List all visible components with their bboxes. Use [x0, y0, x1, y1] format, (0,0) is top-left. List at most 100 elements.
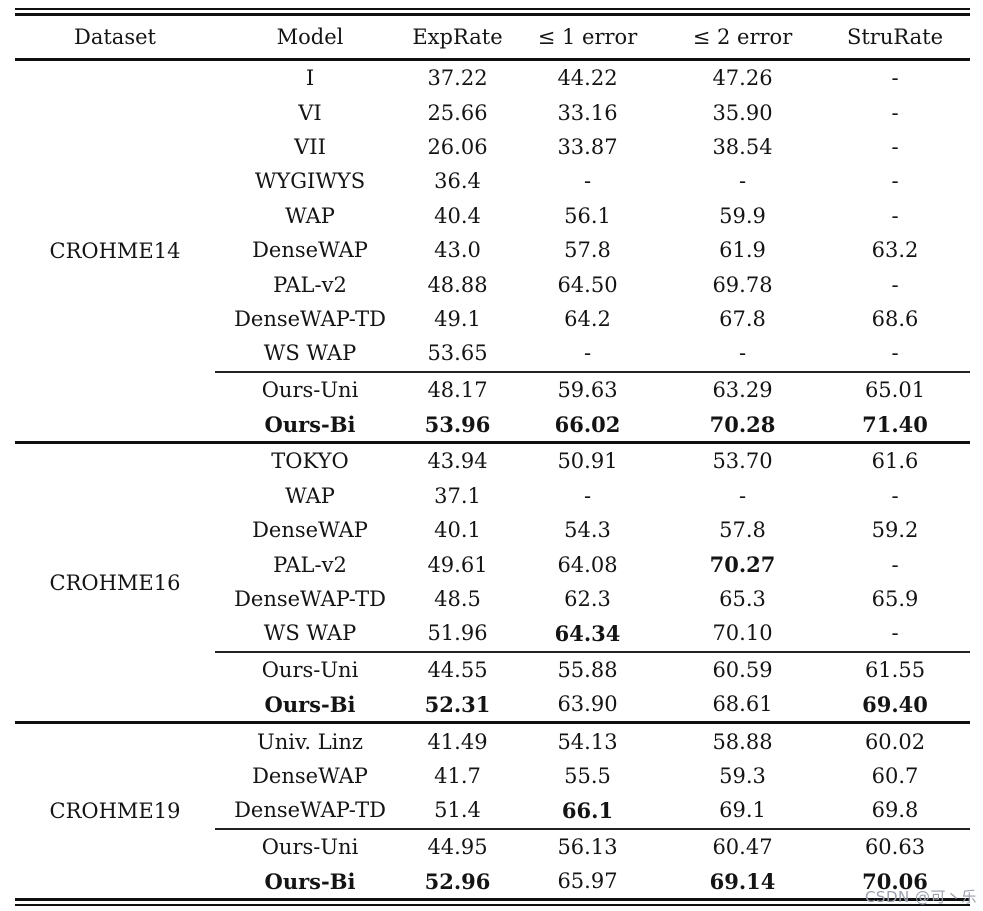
- metric-cell: 55.88: [510, 650, 665, 688]
- table-row: CROHME16 TOKYO 43.94 50.91 53.70 61.6: [15, 441, 970, 723]
- model-cell: DenseWAP: [252, 518, 368, 543]
- column-header: ExpRate: [405, 16, 510, 61]
- metric-cell: 63.90: [557, 692, 618, 717]
- column-header: Dataset: [15, 16, 215, 61]
- metric-cell: 70.27: [709, 552, 776, 578]
- metric-cell: 66.1: [561, 797, 614, 823]
- metric-cell: 49.61: [427, 552, 488, 577]
- metric-cell: 60.59: [665, 650, 820, 688]
- metric-cell: 69.1: [719, 798, 766, 823]
- metric-cell: 59.9: [719, 203, 766, 228]
- metric-cell: 63.2: [871, 238, 919, 263]
- model-cell: TOKYO: [215, 441, 405, 479]
- table-row: Ours-Bi 52.31 63.90 68.61 69.40: [15, 687, 970, 723]
- model-cell: WAP: [285, 203, 335, 228]
- metric-cell: 59.3: [719, 764, 766, 788]
- model-cell: DenseWAP: [252, 238, 368, 263]
- table-row: DenseWAP-TD 51.4 66.1 69.1 69.8: [15, 793, 970, 828]
- model-cell: PAL-v2: [273, 272, 347, 297]
- metric-cell: 52.96: [424, 868, 491, 894]
- metric-cell: 69.8: [871, 798, 919, 823]
- metric-cell: 52.31: [424, 691, 491, 717]
- model-cell: DenseWAP-TD: [234, 306, 386, 331]
- table-row: WYGIWYS 36.4 - - -: [15, 164, 970, 198]
- metric-cell: 64.50: [557, 272, 618, 297]
- table-row: WAP 37.1 - - -: [15, 479, 970, 513]
- model-cell: Ours-Bi: [264, 868, 356, 894]
- metric-cell: 63.29: [665, 370, 820, 407]
- metric-cell: 60.47: [665, 827, 820, 864]
- table-row: Ours-Uni 48.17 59.63 63.29 65.01: [15, 370, 970, 407]
- metric-cell: 64.34: [554, 620, 621, 646]
- metric-cell: 67.8: [719, 306, 766, 331]
- metric-cell: 50.91: [510, 441, 665, 479]
- results-table-wrap: Dataset Model ExpRate ≤ 1 error ≤ 2 error Str…: [15, 8, 970, 907]
- model-cell: DenseWAP-TD: [234, 587, 386, 612]
- metric-cell: 62.3: [564, 587, 611, 612]
- metric-cell: -: [583, 483, 592, 508]
- table-row: Ours-Uni 44.95 56.13 60.47 60.63: [15, 827, 970, 864]
- table-row: DenseWAP 41.7 55.5 59.3 60.7: [15, 759, 970, 793]
- metric-cell: 41.7: [434, 764, 481, 788]
- metric-cell: -: [891, 483, 899, 508]
- metric-cell: 38.54: [712, 134, 773, 159]
- model-cell: Ours-Bi: [264, 411, 356, 437]
- table-row: Ours-Bi 52.96 65.97 69.14 70.06: [15, 864, 970, 898]
- table-row: WS WAP 53.65 - - -: [15, 336, 970, 371]
- metric-cell: 58.88: [665, 721, 820, 759]
- header-row: Dataset Model ExpRate ≤ 1 error ≤ 2 error Str…: [15, 16, 970, 61]
- table-row: VI 25.66 33.16 35.90 -: [15, 95, 970, 129]
- metric-cell: -: [891, 552, 899, 577]
- table-row: CROHME19 Univ. Linz 41.49 54.13 58.88 60.02: [15, 721, 970, 899]
- model-cell: VII: [294, 134, 326, 159]
- metric-cell: -: [891, 66, 899, 91]
- model-cell: WS WAP: [263, 621, 357, 646]
- metric-cell: 65.3: [719, 587, 766, 612]
- metric-cell: 65.97: [557, 869, 618, 894]
- metric-cell: 56.1: [564, 203, 611, 228]
- model-cell: Ours-Bi: [264, 691, 356, 717]
- metric-cell: 37.1: [434, 483, 481, 508]
- metric-cell: 44.55: [405, 650, 510, 688]
- metric-cell: 57.8: [564, 238, 611, 263]
- table-row: PAL-v2 49.61 64.08 70.27 -: [15, 547, 970, 581]
- metric-cell: 51.96: [427, 621, 488, 646]
- metric-cell: 70.10: [712, 621, 773, 646]
- model-cell: Ours-Uni: [215, 370, 405, 407]
- metric-cell: -: [738, 483, 747, 508]
- table-row: DenseWAP 43.0 57.8 61.9 63.2: [15, 233, 970, 267]
- metric-cell: 70.28: [709, 411, 776, 437]
- metric-cell: 69.14: [709, 868, 776, 894]
- table-row: WAP 40.4 56.1 59.9 -: [15, 199, 970, 233]
- table-row: CROHME14 I 37.22 44.22 47.26 -: [15, 60, 970, 263]
- table-row: Ours-Uni 44.55 55.88 60.59 61.55: [15, 650, 970, 688]
- dataset-cell: CROHME16: [15, 441, 215, 723]
- metric-cell: 69.78: [712, 272, 773, 297]
- metric-cell: 66.02: [554, 411, 621, 437]
- dataset-group: CROHME19 Univ. Linz 41.49 54.13 58.88 60.02 De…: [15, 721, 970, 899]
- metric-cell: 64.2: [564, 306, 611, 331]
- metric-cell: 61.55: [820, 650, 970, 688]
- metric-cell: -: [891, 272, 899, 297]
- table-bottom-rule: [15, 898, 970, 907]
- metric-cell: 47.26: [712, 66, 773, 91]
- table-row: Ours-Bi 53.96 66.02 70.28 71.40: [15, 407, 970, 443]
- metric-cell: 33.87: [557, 134, 618, 159]
- metric-cell: 48.17: [405, 370, 510, 407]
- metric-cell: 68.61: [712, 692, 773, 717]
- table-row: WS WAP 51.96 64.34 70.10 -: [15, 616, 970, 651]
- dataset-group: CROHME16 TOKYO 43.94 50.91 53.70 61.6 WAP 37.1-…: [15, 441, 970, 723]
- dataset-cell: CROHME19: [15, 721, 215, 899]
- metric-cell: 25.66: [427, 100, 488, 125]
- metric-cell: 71.40: [862, 411, 928, 437]
- metric-cell: 53.65: [427, 341, 488, 366]
- model-cell: VI: [298, 100, 322, 125]
- metric-cell: 55.5: [564, 764, 611, 788]
- metric-cell: -: [891, 169, 899, 194]
- metric-cell: -: [583, 169, 592, 194]
- metric-cell: 48.88: [427, 272, 488, 297]
- metric-cell: 56.13: [510, 827, 665, 864]
- metric-cell: 54.13: [510, 721, 665, 759]
- table-row: PAL-v2 48.88 64.50 69.78 -: [15, 267, 970, 301]
